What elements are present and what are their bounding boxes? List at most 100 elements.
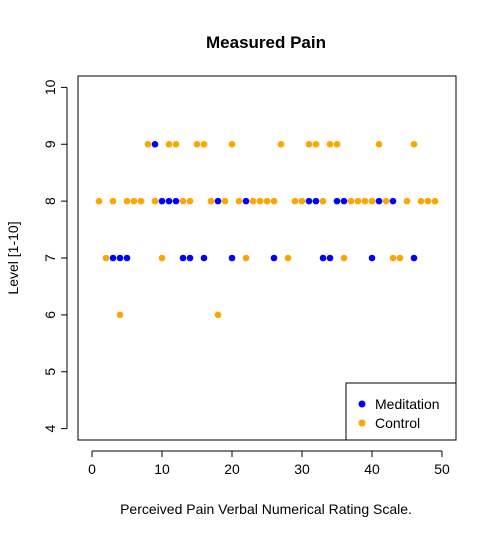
point-control [130,197,138,205]
point-control [389,254,397,262]
point-control [354,197,362,205]
x-tick-label: 30 [294,461,310,477]
point-meditation [305,197,313,205]
y-tick-label: 8 [42,197,58,205]
point-control [158,254,166,262]
point-control [375,140,383,148]
x-tick-label: 50 [434,461,450,477]
plot-area-frame [77,75,457,441]
chart-title: Measured Pain [206,33,326,52]
point-control [221,197,229,205]
point-control [235,197,243,205]
point-meditation [214,197,222,205]
x-tick-label: 40 [364,461,380,477]
y-tick-label: 5 [42,368,58,376]
point-control [291,197,299,205]
point-control [312,140,320,148]
point-meditation [389,197,397,205]
point-control [326,140,334,148]
point-control [368,197,376,205]
point-control [403,197,411,205]
point-control [277,140,285,148]
point-meditation [312,197,320,205]
legend-label-meditation: Meditation [375,396,440,412]
point-control [340,254,348,262]
point-meditation [340,197,348,205]
point-control [144,140,152,148]
point-meditation [375,197,383,205]
point-control [102,254,110,262]
point-control [179,197,187,205]
point-meditation [333,197,341,205]
point-control [109,197,117,205]
y-tick-label: 10 [42,79,58,95]
y-axis: 4 5 6 7 8 9 10 [42,79,68,433]
point-meditation [179,254,187,262]
point-control [431,197,439,205]
point-meditation [200,254,208,262]
point-meditation [228,254,236,262]
point-control [319,197,327,205]
point-control [200,140,208,148]
point-meditation [368,254,376,262]
point-control [298,197,306,205]
point-control [263,197,271,205]
x-tick-label: 20 [224,461,240,477]
point-meditation [109,254,117,262]
y-axis-label: Level [1-10] [5,221,21,294]
point-control [361,197,369,205]
point-control [214,311,222,319]
point-control [382,197,390,205]
point-meditation [242,197,250,205]
point-meditation [186,254,194,262]
point-control [396,254,404,262]
point-control [123,197,131,205]
point-control [137,197,145,205]
point-control [95,197,103,205]
point-control [193,140,201,148]
x-axis: 0 10 20 30 40 50 [88,450,450,477]
point-control [116,311,124,319]
point-meditation [116,254,124,262]
y-tick-label: 9 [42,140,58,148]
point-control [305,140,313,148]
point-meditation [326,254,334,262]
y-tick-label: 6 [42,311,58,319]
legend-label-control: Control [375,415,420,431]
point-meditation [165,197,173,205]
point-control [186,197,194,205]
point-meditation [172,197,180,205]
legend: Meditation Control [345,382,457,441]
point-meditation [319,254,327,262]
point-control [172,140,180,148]
point-control [347,197,355,205]
legend-marker-meditation [358,400,366,408]
point-meditation [158,197,166,205]
data-points [95,140,439,319]
point-control [228,140,236,148]
point-control [207,197,215,205]
legend-marker-control [358,419,366,427]
y-tick-label: 7 [42,254,58,262]
y-tick-label: 4 [42,425,58,433]
point-meditation [151,140,159,148]
point-meditation [270,254,278,262]
point-control [270,197,278,205]
point-control [284,254,292,262]
x-axis-label: Perceived Pain Verbal Numerical Rating S… [120,501,412,517]
point-control [165,140,173,148]
point-control [410,140,418,148]
x-tick-label: 10 [154,461,170,477]
point-control [333,140,341,148]
point-meditation [410,254,418,262]
point-control [417,197,425,205]
point-control [424,197,432,205]
point-control [249,197,257,205]
point-control [151,197,159,205]
point-meditation [123,254,131,262]
legend-box [345,382,457,441]
x-tick-label: 0 [88,461,96,477]
point-control [242,254,250,262]
point-control [256,197,264,205]
